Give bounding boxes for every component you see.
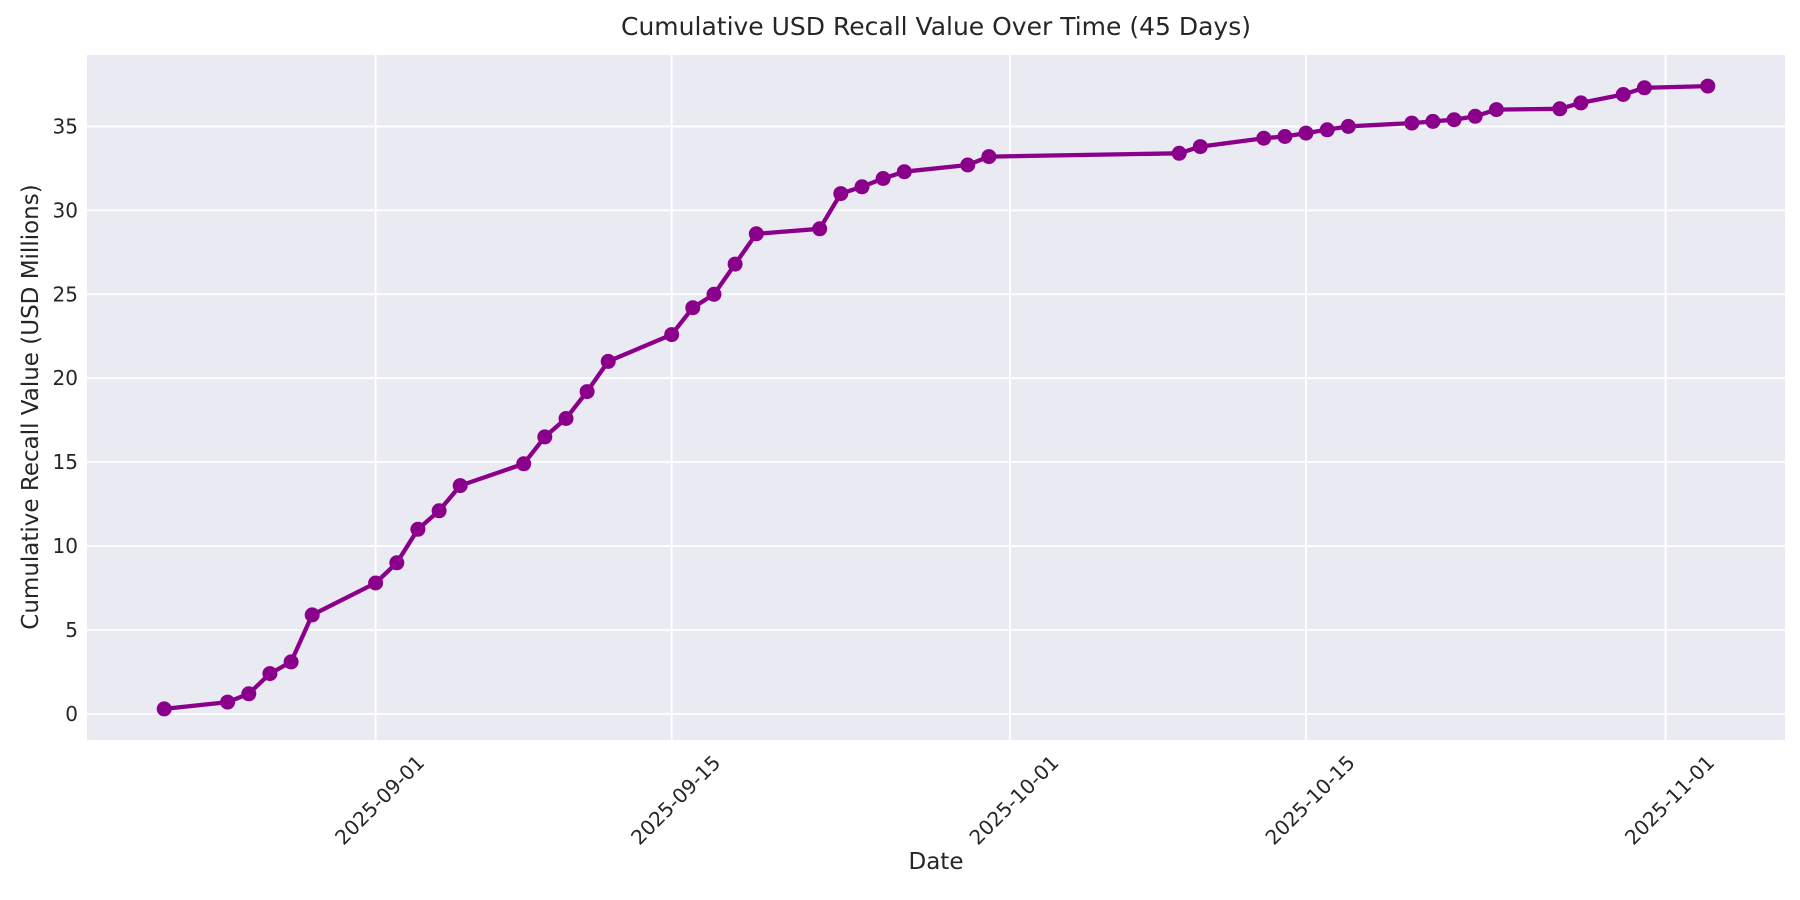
data-point-marker — [156, 701, 172, 717]
data-point-marker — [452, 478, 468, 494]
data-point-marker — [1700, 78, 1716, 94]
data-point-marker — [1467, 108, 1483, 124]
x-tick-label: 2025-09-01 — [330, 750, 429, 849]
data-point-marker — [664, 327, 680, 343]
data-point-marker — [241, 686, 257, 702]
data-point-marker — [262, 666, 278, 682]
y-tick-label: 30 — [53, 198, 78, 222]
data-point-marker — [1446, 112, 1462, 128]
data-point-marker — [1298, 125, 1314, 141]
y-tick-label: 15 — [53, 450, 78, 474]
data-point-marker — [516, 456, 532, 472]
data-point-marker — [748, 226, 764, 242]
y-tick-label: 20 — [53, 366, 78, 390]
data-point-marker — [1573, 95, 1589, 111]
data-point-marker — [1488, 102, 1504, 118]
chart-title: Cumulative USD Recall Value Over Time (4… — [621, 12, 1251, 41]
x-axis-label: Date — [908, 849, 964, 875]
x-tick-label: 2025-10-01 — [964, 750, 1063, 849]
data-point-marker — [875, 171, 891, 186]
data-point-marker — [1319, 122, 1335, 138]
data-point-marker — [537, 429, 553, 445]
data-point-marker — [727, 256, 743, 272]
y-tick-label: 35 — [53, 114, 78, 138]
data-point-marker — [960, 157, 976, 173]
plot-area — [87, 55, 1785, 740]
data-point-marker — [1404, 115, 1420, 131]
data-point-marker — [1552, 101, 1568, 117]
y-tick-label: 5 — [65, 618, 78, 642]
y-axis-label: Cumulative Recall Value (USD Millions) — [18, 184, 44, 630]
data-point-marker — [706, 286, 722, 302]
data-point-marker — [600, 353, 616, 369]
data-point-marker — [1340, 118, 1356, 134]
data-point-marker — [368, 575, 384, 591]
data-point-marker — [304, 607, 320, 623]
data-point-marker — [1171, 145, 1187, 161]
y-tick-label: 25 — [53, 282, 78, 306]
data-point-marker — [1277, 129, 1293, 144]
data-point-marker — [283, 654, 299, 670]
y-tick-label: 0 — [65, 702, 78, 726]
data-point-marker — [1425, 113, 1441, 129]
data-point-marker — [579, 384, 595, 400]
data-point-marker — [1256, 130, 1272, 146]
data-point-marker — [812, 221, 828, 237]
data-point-marker — [431, 503, 447, 519]
data-point-marker — [558, 411, 574, 426]
data-point-marker — [1636, 80, 1652, 96]
x-tick-label: 2025-09-15 — [626, 750, 725, 849]
y-tick-label: 10 — [53, 534, 78, 558]
x-tick-label: 2025-11-01 — [1620, 750, 1719, 849]
x-tick-label: 2025-10-15 — [1260, 750, 1359, 849]
data-point-marker — [854, 179, 870, 195]
data-point-marker — [896, 164, 912, 180]
data-point-marker — [220, 694, 236, 710]
data-point-marker — [389, 555, 405, 571]
data-point-marker — [833, 186, 849, 202]
data-point-marker — [1192, 139, 1208, 155]
data-point-marker — [1615, 87, 1631, 102]
data-point-marker — [981, 149, 997, 165]
data-point-marker — [410, 521, 426, 537]
data-point-marker — [685, 300, 701, 316]
